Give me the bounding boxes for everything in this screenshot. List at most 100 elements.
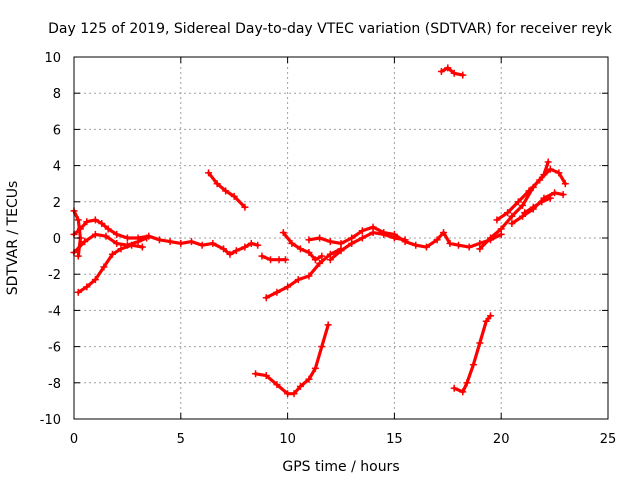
data-point <box>348 239 356 247</box>
data-point <box>544 158 552 166</box>
data-point <box>390 234 398 242</box>
y-tick-label: -8 <box>48 377 61 392</box>
y-tick-label: 10 <box>44 51 61 66</box>
x-tick-label: 10 <box>279 432 296 447</box>
data-point <box>337 247 345 255</box>
data-point <box>482 317 490 325</box>
data-point <box>519 201 527 209</box>
data-point <box>311 364 319 372</box>
series-top-short <box>439 66 465 77</box>
data-point <box>254 241 262 249</box>
data-point <box>284 283 292 291</box>
data-point <box>262 372 270 380</box>
data-point <box>232 247 240 255</box>
data-point <box>465 243 473 251</box>
data-point <box>437 67 445 75</box>
data-point <box>546 194 554 202</box>
data-point <box>74 288 82 296</box>
data-point <box>316 259 324 267</box>
data-point <box>536 176 544 184</box>
data-point <box>559 191 567 199</box>
series-diagonal-9-12h <box>264 247 343 300</box>
x-tick-label: 15 <box>386 432 403 447</box>
data-point <box>83 283 91 291</box>
data-point <box>294 276 302 284</box>
data-point <box>252 370 260 378</box>
y-tick-label: 2 <box>53 196 61 211</box>
data-point <box>450 384 458 392</box>
data-point <box>476 245 484 253</box>
data-point <box>100 263 108 271</box>
data-point <box>155 236 163 244</box>
data-point <box>209 239 217 247</box>
data-point <box>247 239 255 247</box>
data-point <box>177 239 185 247</box>
grid-lines <box>74 57 608 419</box>
x-tick-label: 25 <box>600 432 617 447</box>
data-point <box>487 234 495 242</box>
data-point <box>324 321 332 329</box>
y-tick-label: 4 <box>53 160 61 175</box>
data-point <box>497 225 505 233</box>
data-point <box>166 238 174 246</box>
data-point <box>275 256 283 264</box>
data-point <box>519 212 527 220</box>
data-point <box>561 180 569 188</box>
data-point <box>446 239 454 247</box>
data-point <box>198 241 206 249</box>
data-point <box>469 361 477 369</box>
data-point <box>444 64 452 72</box>
data-point <box>273 381 281 389</box>
data-point <box>326 256 334 264</box>
data-point <box>504 209 512 217</box>
data-point <box>514 198 522 206</box>
series-early-short <box>72 209 83 258</box>
series-short-21h <box>523 196 552 215</box>
data-point <box>454 241 462 249</box>
data-point <box>305 248 313 256</box>
series-rising-from-minus3 <box>76 243 144 294</box>
data-point <box>508 212 516 220</box>
data-point <box>74 252 82 260</box>
data-point <box>279 229 287 237</box>
data-point <box>440 229 448 237</box>
chart-title: Day 125 of 2019, Sidereal Day-to-day VTE… <box>48 21 613 37</box>
data-point <box>83 218 91 226</box>
data-point <box>258 252 266 260</box>
data-point <box>459 71 467 79</box>
data-point <box>123 234 131 242</box>
data-point <box>98 220 106 228</box>
data-point <box>529 203 537 211</box>
data-point <box>104 225 112 233</box>
data-point <box>91 230 99 238</box>
y-tick-label: -6 <box>48 341 61 356</box>
data-point <box>401 236 409 244</box>
y-tick-label: -2 <box>48 268 61 283</box>
data-point <box>487 312 495 320</box>
data-point <box>262 294 270 302</box>
data-point <box>91 276 99 284</box>
data-point <box>305 236 313 244</box>
y-tick-label: 6 <box>53 123 61 138</box>
series-main-band <box>72 218 260 256</box>
data-point <box>555 169 563 177</box>
data-point <box>288 239 296 247</box>
y-tick-label: 0 <box>53 232 61 247</box>
data-point <box>117 245 125 253</box>
data-point <box>422 243 430 251</box>
data-point <box>187 238 195 246</box>
data-point <box>267 256 275 264</box>
data-point <box>358 234 366 242</box>
data-point <box>241 203 249 211</box>
x-tick-label: 0 <box>70 432 78 447</box>
data-point <box>326 238 334 246</box>
data-point <box>337 239 345 247</box>
data-point <box>508 220 516 228</box>
data-point <box>311 256 319 264</box>
data-point <box>108 250 116 258</box>
y-tick-label: 8 <box>53 87 61 102</box>
x-tick-label: 5 <box>177 432 185 447</box>
y-axis-label: SDTVAR / TECUs <box>5 181 21 296</box>
data-point <box>433 236 441 244</box>
data-point <box>551 189 559 197</box>
